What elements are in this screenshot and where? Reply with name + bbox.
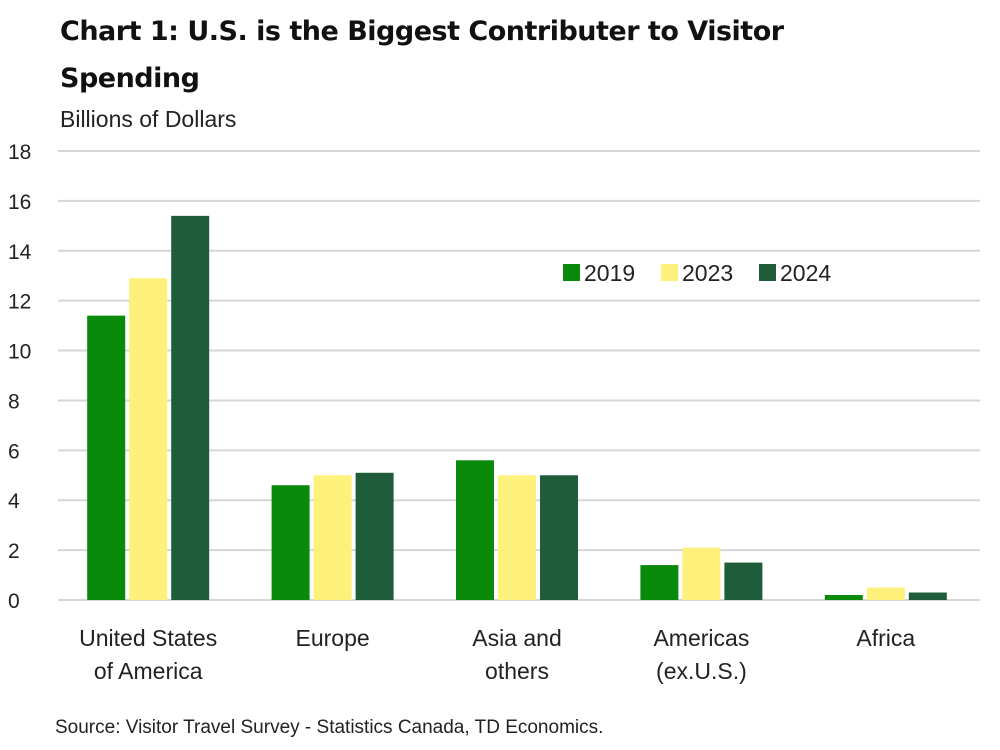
y-axis-ticks: 0 2 4 6 8 10 12 14 16 18	[8, 141, 32, 613]
y-tick-label-2: 2	[8, 540, 20, 563]
y-tick-label-10: 10	[8, 341, 31, 364]
bar-2024-0	[171, 215, 210, 600]
legend-label-2023: 2023	[682, 260, 733, 286]
bar-2019-0	[87, 315, 126, 600]
bar-2023-2	[498, 475, 536, 600]
bars	[87, 215, 947, 600]
y-tick-label-0: 0	[8, 590, 20, 613]
x-category-label-3-1: (ex.U.S.)	[656, 658, 747, 684]
legend-swatch-2019	[563, 264, 580, 281]
legend-swatch-2023	[661, 264, 678, 281]
bar-2019-3	[640, 565, 679, 600]
bar-2023-0	[129, 278, 168, 600]
bar-2019-4	[824, 595, 863, 600]
x-category-label-3-0: Americas	[653, 625, 749, 651]
y-tick-label-8: 8	[8, 390, 20, 413]
bar-2019-1	[271, 485, 310, 600]
bar-2023-4	[866, 587, 905, 600]
x-category-label-2-0: Asia and	[472, 625, 562, 651]
bar-2023-1	[313, 475, 352, 600]
chart-title: Chart 1: U.S. is the Biggest Contributer…	[60, 16, 784, 94]
x-category-label-0-0: United States	[79, 625, 217, 651]
y-tick-label-4: 4	[8, 490, 20, 513]
legend-label-2019: 2019	[584, 260, 635, 286]
x-category-label-2-1: others	[485, 658, 549, 684]
bar-2019-2	[456, 460, 494, 600]
gridlines	[58, 150, 980, 601]
bar-2024-3	[724, 562, 763, 600]
x-category-label-0-1: of America	[94, 658, 203, 684]
x-category-label-4-0: Africa	[856, 625, 915, 651]
y-tick-label-14: 14	[8, 241, 32, 264]
y-tick-label-18: 18	[8, 141, 31, 164]
legend-swatch-2024	[759, 264, 776, 281]
y-tick-label-6: 6	[8, 440, 20, 463]
legend: 2019 2023 2024	[563, 260, 831, 286]
y-tick-label-12: 12	[8, 291, 31, 314]
x-category-label-1-0: Europe	[296, 625, 370, 651]
bar-2024-1	[355, 472, 394, 600]
bar-2023-3	[682, 547, 721, 600]
bar-2024-2	[540, 475, 578, 600]
x-axis-labels: United States of America Europe Asia and oth…	[79, 625, 915, 684]
legend-label-2024: 2024	[780, 260, 831, 286]
source-note: Source: Visitor Travel Survey - Statisti…	[55, 717, 604, 738]
y-tick-label-16: 16	[8, 191, 31, 214]
bar-2024-4	[908, 592, 947, 600]
y-axis-label: Billions of Dollars	[60, 106, 237, 132]
